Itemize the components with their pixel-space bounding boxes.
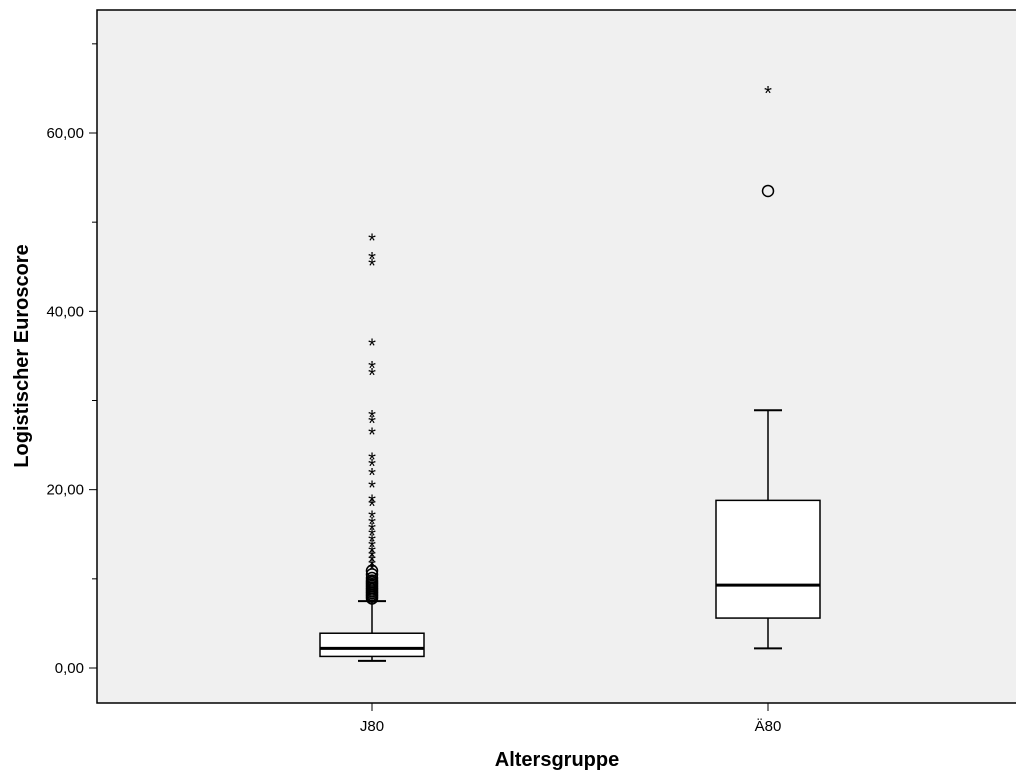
extreme-outlier-star: * (368, 508, 376, 530)
extreme-outlier-star: * (368, 425, 376, 447)
extreme-outlier-star: * (368, 542, 376, 564)
box-group-2: * (715, 83, 821, 650)
y-tick-label: 20,00 (46, 482, 84, 499)
extreme-outlier-star: * (368, 336, 376, 358)
extreme-outlier-star: * (368, 230, 376, 252)
extreme-outlier-star: * (368, 492, 376, 514)
extreme-outlier-star: * (368, 525, 376, 547)
outlier-circle (365, 568, 379, 581)
extreme-outlier-star: * (368, 407, 376, 429)
y-tick-label: 40,00 (46, 303, 84, 320)
extreme-outlier-star: * (368, 532, 376, 554)
iqr-box (715, 499, 821, 619)
extreme-outlier-star: * (368, 249, 376, 271)
extreme-outlier-star: * (368, 456, 376, 478)
extreme-outlier-star: * (764, 83, 772, 105)
y-tick-label: 60,00 (46, 125, 84, 142)
extreme-outlier-star: * (368, 514, 376, 536)
y-axis-title: Logistischer Euroscore (11, 244, 33, 467)
extreme-outlier-star: * (368, 537, 376, 559)
outlier-circle (365, 571, 379, 585)
box-group-1: ************************** (319, 230, 425, 662)
extreme-outlier-star: * (368, 547, 376, 569)
x-tick-label: Ä80 (755, 718, 782, 735)
extreme-outlier-star: * (368, 477, 376, 499)
iqr-box (319, 632, 425, 658)
extreme-outlier-star: * (368, 450, 376, 472)
x-axis-title: Altersgruppe (495, 749, 619, 771)
extreme-outlier-star: * (368, 496, 376, 518)
extreme-outlier-star: * (368, 255, 376, 277)
extreme-outlier-star: * (368, 551, 376, 573)
boxes: *************************** (319, 83, 821, 662)
y-axis: 0,00 20,00 40,00 60,00 (46, 43, 97, 677)
extreme-outlier-star: * (368, 560, 376, 582)
extreme-outlier-star: * (368, 365, 376, 387)
outlier-circle (761, 184, 775, 198)
x-tick-label: J80 (360, 718, 384, 735)
plot-area (96, 9, 1016, 704)
extreme-outlier-star: * (368, 358, 376, 380)
y-tick-label: 0,00 (55, 660, 84, 677)
extreme-outlier-star: * (368, 556, 376, 578)
extreme-outlier-star: * (368, 520, 376, 542)
x-axis: J80 Ä80 (360, 703, 781, 735)
outlier-circle (365, 564, 379, 578)
extreme-outlier-star: * (368, 465, 376, 487)
extreme-outlier-star: * (368, 413, 376, 435)
